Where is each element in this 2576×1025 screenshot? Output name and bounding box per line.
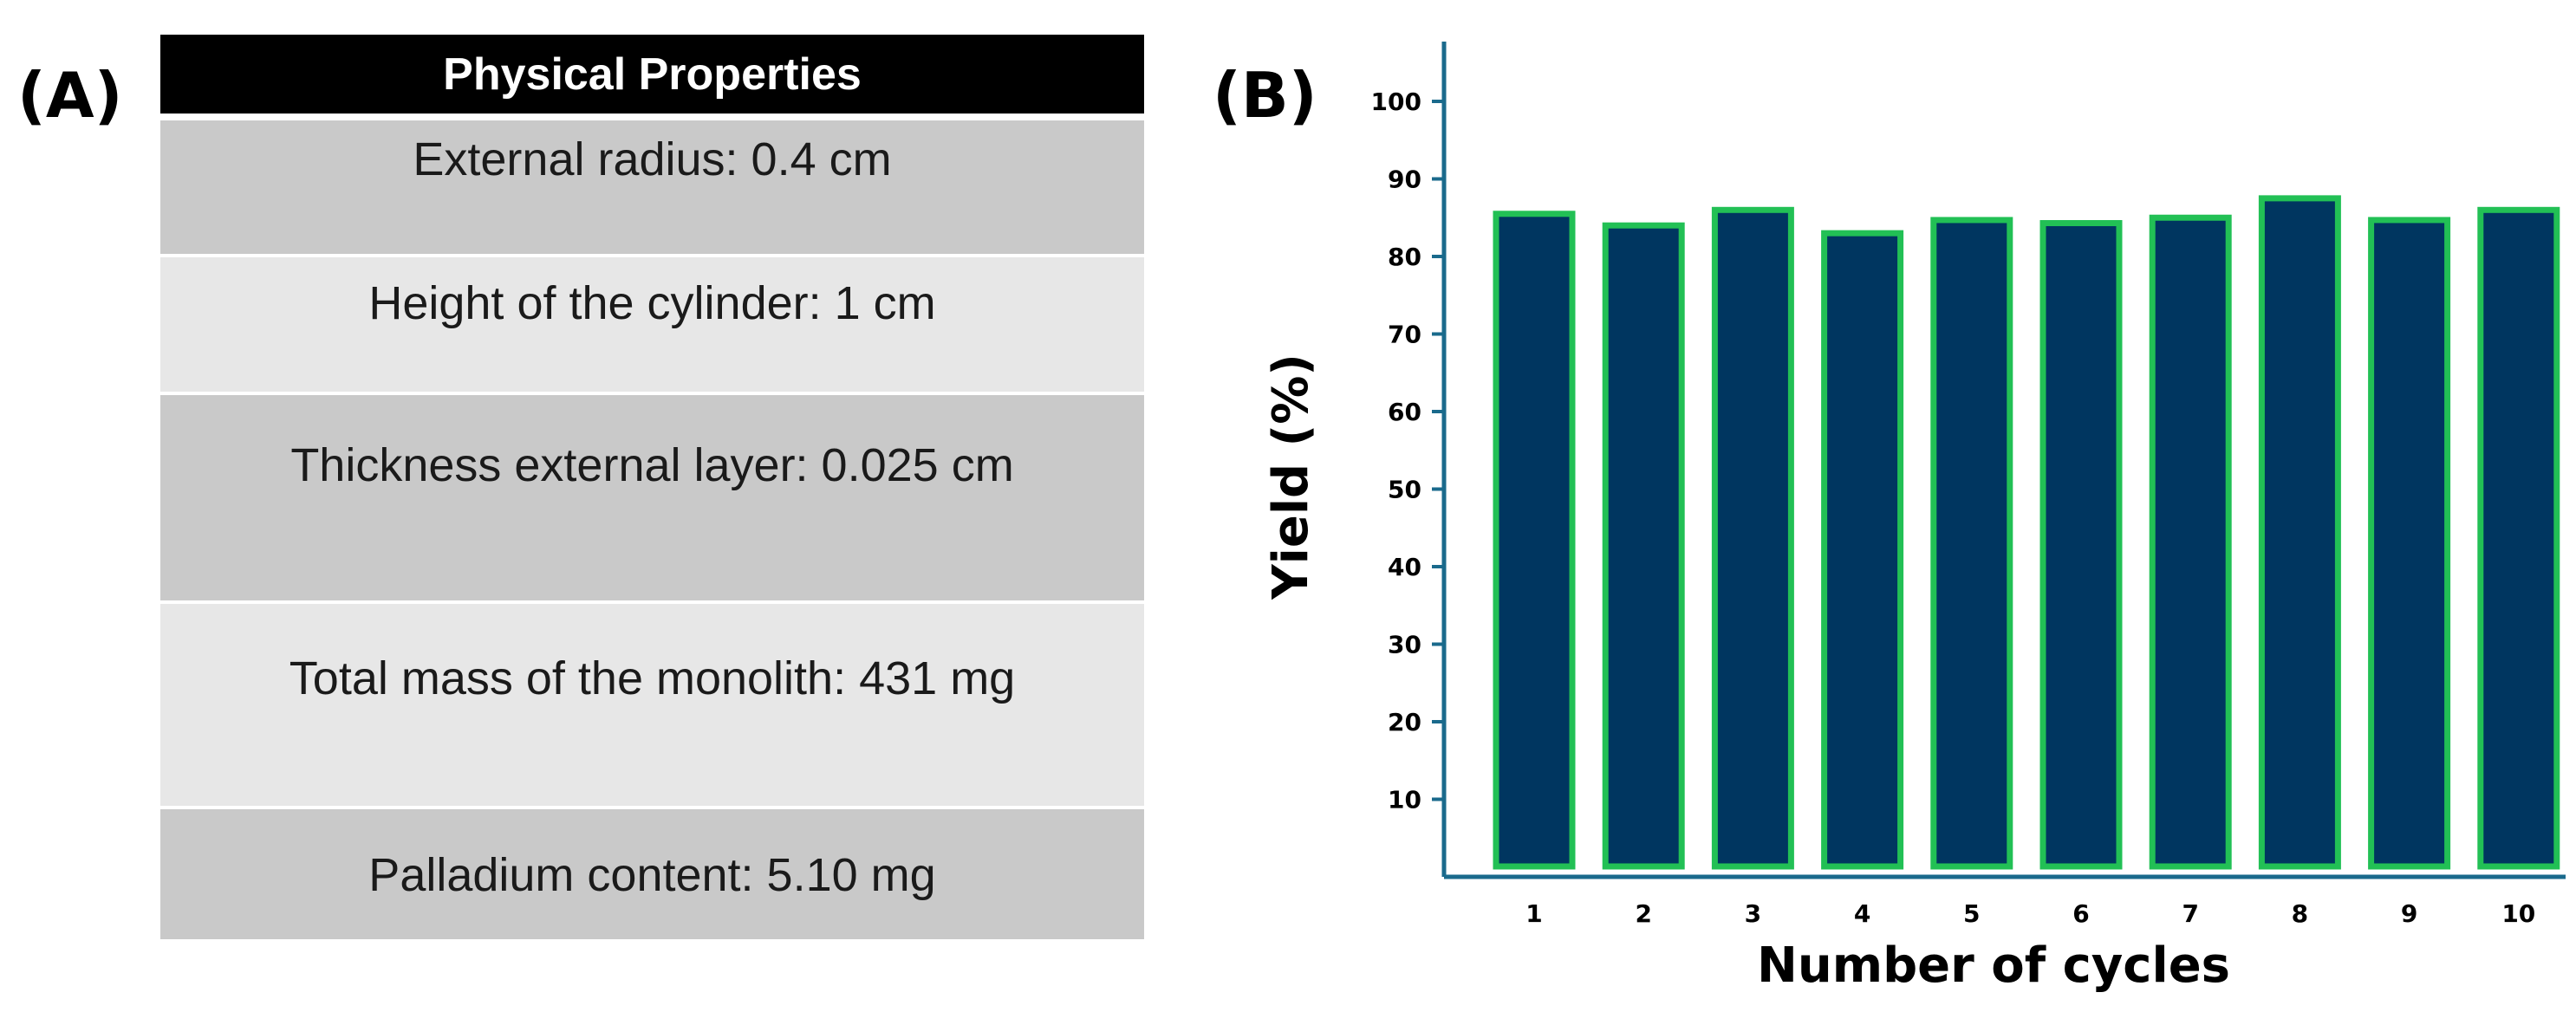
x-tick-label: 2 bbox=[1635, 899, 1651, 928]
y-axis-title: Yield (%) bbox=[1263, 354, 1319, 600]
bar-cycle-8 bbox=[2258, 195, 2341, 870]
table-row-text: External radius: 0.4 cm bbox=[413, 133, 892, 185]
y-tick-label: 80 bbox=[1388, 243, 1421, 271]
x-tick-label: 3 bbox=[1745, 899, 1761, 928]
x-tick-label: 10 bbox=[2501, 899, 2535, 928]
y-tick-label: 100 bbox=[1371, 88, 1421, 116]
x-tick-label: 8 bbox=[2292, 899, 2308, 928]
x-tick-label: 1 bbox=[1525, 899, 1542, 928]
table-row-text: Total mass of the monolith: 431 mg bbox=[289, 652, 1016, 704]
table-row: Total mass of the monolith: 431 mg bbox=[160, 604, 1144, 809]
bar-cycle-4 bbox=[1821, 230, 1904, 870]
y-tick-label: 70 bbox=[1388, 321, 1421, 349]
x-tick-label: 4 bbox=[1854, 899, 1870, 928]
panel-label-a: (A) bbox=[17, 59, 123, 132]
x-tick-label: 7 bbox=[2182, 899, 2198, 928]
y-tick-label: 30 bbox=[1388, 631, 1421, 659]
y-tick-label: 10 bbox=[1388, 786, 1421, 814]
x-tick-label: 5 bbox=[1963, 899, 1980, 928]
bar-cycle-10 bbox=[2477, 206, 2560, 870]
bar-cycle-5 bbox=[1930, 217, 2013, 870]
y-tick-label: 60 bbox=[1388, 398, 1421, 426]
ticks-layer: 1 2 3 4 5 6 7 8 9 10 10 20 30 40 50 60 70 80 90 100 bbox=[1371, 88, 2536, 928]
table-header: Physical Properties bbox=[160, 35, 1144, 114]
table-row: Height of the cylinder: 1 cm bbox=[160, 257, 1144, 395]
bar-cycle-1 bbox=[1493, 211, 1576, 870]
bars-layer bbox=[1493, 195, 2560, 870]
physical-properties-table: Physical Properties External radius: 0.4… bbox=[160, 35, 1144, 939]
table-row-text: Palladium content: 5.10 mg bbox=[368, 849, 936, 901]
y-tick-label: 20 bbox=[1388, 708, 1421, 736]
table-row-text: Height of the cylinder: 1 cm bbox=[368, 277, 936, 329]
x-tick-label: 6 bbox=[2072, 899, 2089, 928]
table-row: Palladium content: 5.10 mg bbox=[160, 809, 1144, 939]
x-axis-title: Number of cycles bbox=[1757, 937, 2230, 994]
y-tick-label: 50 bbox=[1388, 476, 1421, 504]
bar-cycle-9 bbox=[2368, 217, 2451, 870]
x-tick-label: 9 bbox=[2401, 899, 2417, 928]
bar-cycle-2 bbox=[1602, 222, 1685, 870]
y-tick-label: 90 bbox=[1388, 165, 1421, 194]
bar-cycle-6 bbox=[2039, 220, 2123, 870]
axes-layer bbox=[1432, 42, 2566, 879]
table-row: Thickness external layer: 0.025 cm bbox=[160, 395, 1144, 604]
panel-label-b: (B) bbox=[1213, 59, 1317, 132]
table-row-text: Thickness external layer: 0.025 cm bbox=[290, 439, 1014, 491]
table-row: External radius: 0.4 cm bbox=[160, 120, 1144, 257]
bar-cycle-7 bbox=[2149, 214, 2232, 870]
bar-cycle-3 bbox=[1711, 206, 1794, 870]
y-tick-label: 40 bbox=[1388, 553, 1421, 581]
